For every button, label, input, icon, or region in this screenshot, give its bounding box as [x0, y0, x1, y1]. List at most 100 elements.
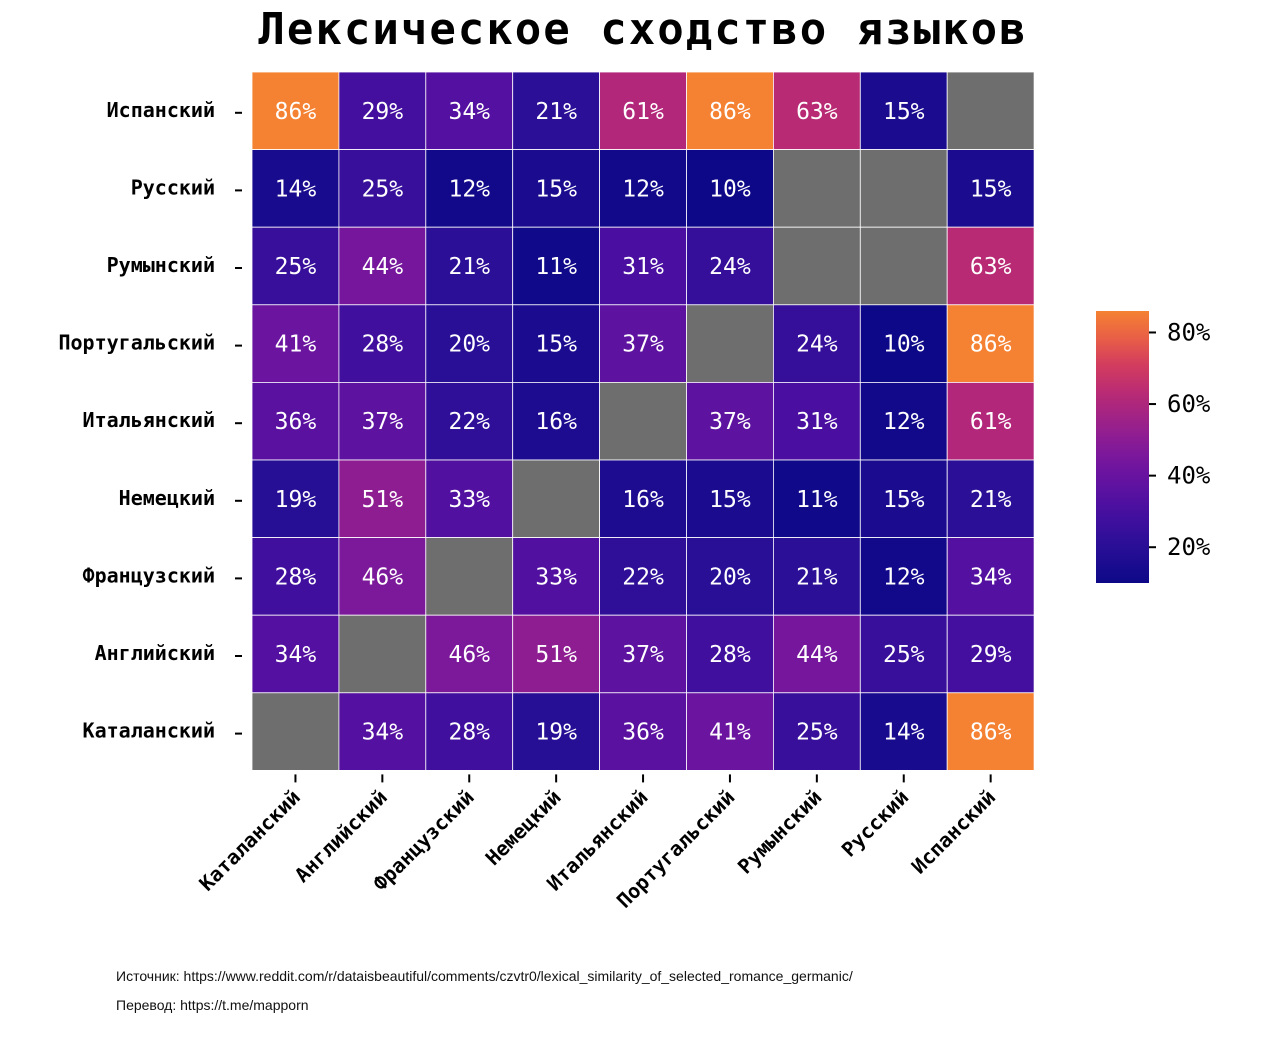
heatmap-cell [859, 304, 948, 383]
heatmap-cell [512, 537, 601, 616]
cell-value-label: 28% [448, 720, 490, 746]
heatmap-cell [946, 537, 1035, 616]
cell-value-label: 31% [796, 409, 838, 435]
colorbar-gradient [1096, 311, 1149, 583]
heatmap-cell [859, 381, 948, 461]
translation-note: Перевод: https://t.me/mapporn [116, 997, 309, 1013]
heatmap-cell [599, 226, 687, 306]
cell-value-label: 12% [883, 409, 925, 435]
heatmap-cell [338, 459, 427, 538]
heatmap-cell [512, 614, 601, 694]
cell-value-label: 15% [970, 176, 1012, 202]
cell-value-label: 21% [535, 99, 577, 125]
heatmap-cell [251, 71, 340, 150]
heatmap-cell [946, 614, 1035, 694]
cell-value-label: 36% [622, 720, 664, 746]
cell-value-label: 19% [535, 720, 577, 746]
cell-value-label: 34% [275, 642, 317, 668]
heatmap-cell [251, 381, 340, 461]
heatmap-cell [251, 537, 340, 616]
cell-value-label: 44% [362, 254, 404, 280]
cell-value-label: 24% [709, 254, 751, 280]
heatmap-cell [512, 459, 601, 538]
cell-value-label: 14% [883, 720, 925, 746]
heatmap-cell [859, 226, 948, 306]
cell-value-label: 22% [448, 409, 490, 435]
x-tick-label: Немецкий [481, 785, 566, 870]
heatmap-cell [338, 71, 427, 150]
y-tick-label: Каталанский [83, 719, 215, 743]
heatmap-cell [251, 692, 340, 771]
cell-value-label: 63% [796, 99, 838, 125]
heatmap-cell [859, 149, 948, 228]
cell-value-label: 37% [709, 409, 751, 435]
y-tick-label: Португальский [58, 331, 215, 355]
cell-value-label: 25% [883, 642, 925, 668]
cell-value-label: 21% [448, 254, 490, 280]
cell-value-label: 28% [275, 564, 317, 590]
heatmap-cell [773, 149, 861, 228]
cell-value-label: 16% [535, 409, 577, 435]
x-tick-label: Каталанский [194, 785, 305, 896]
heatmap-cell [686, 71, 774, 150]
heatmap-cell [599, 71, 687, 150]
cell-value-label: 46% [362, 564, 404, 590]
cell-value-label: 36% [275, 409, 317, 435]
cell-value-label: 37% [362, 409, 404, 435]
cell-value-label: 15% [535, 176, 577, 202]
cell-value-label: 24% [796, 332, 838, 358]
heatmap-cell [686, 537, 774, 616]
cell-value-label: 51% [535, 642, 577, 668]
y-tick-label: Французский [83, 563, 215, 587]
heatmap-cell [338, 149, 427, 228]
heatmap-cell [599, 459, 687, 538]
colorbar-tick-label: 40% [1167, 462, 1211, 490]
cell-value-label: 29% [362, 99, 404, 125]
cell-value-label: 15% [883, 487, 925, 513]
cell-value-label: 12% [883, 564, 925, 590]
cell-value-label: 19% [275, 487, 317, 513]
heatmap-cell [512, 149, 601, 228]
x-tick-label: Испанский [907, 785, 1001, 879]
heatmap-cell [599, 149, 687, 228]
source-note: Источник: https://www.reddit.com/r/datai… [116, 968, 853, 984]
heatmap-cell [773, 692, 861, 771]
heatmap-cell [686, 149, 774, 228]
cell-value-label: 44% [796, 642, 838, 668]
chart-title: Лексическое сходство языков [258, 4, 1027, 55]
heatmap-cell [425, 226, 514, 306]
heatmap-cell [599, 537, 687, 616]
cell-value-label: 28% [709, 642, 751, 668]
y-tick-label: Итальянский [83, 408, 215, 432]
heatmap-cell [946, 381, 1035, 461]
cell-value-label: 29% [970, 642, 1012, 668]
cell-value-label: 86% [709, 99, 751, 125]
cell-value-label: 61% [970, 409, 1012, 435]
heatmap-cell [859, 459, 948, 538]
heatmap-cell [425, 614, 514, 694]
heatmap-cell [425, 71, 514, 150]
cell-value-label: 21% [796, 564, 838, 590]
y-axis-labels: Испанский Русский Румынский Португальский Ит… [58, 98, 242, 743]
heatmap-cell [338, 226, 427, 306]
heatmap-cell [251, 304, 340, 383]
heatmap-cell [686, 459, 774, 538]
heatmap-cell [512, 71, 601, 150]
cell-value-label: 22% [622, 564, 664, 590]
heatmap-cell [512, 226, 601, 306]
heatmap-cell [859, 71, 948, 150]
cell-value-label: 61% [622, 99, 664, 125]
cell-value-label: 20% [448, 332, 490, 358]
heatmap-cell [859, 537, 948, 616]
cell-value-label: 25% [796, 720, 838, 746]
colorbar-tick-label: 60% [1167, 390, 1211, 418]
cell-value-label: 34% [970, 564, 1012, 590]
cell-value-label: 86% [970, 332, 1012, 358]
heatmap-cell [686, 304, 774, 383]
cell-value-label: 86% [275, 99, 317, 125]
heatmap-cell [425, 692, 514, 771]
heatmap-cell [686, 614, 774, 694]
cell-value-label: 11% [535, 254, 577, 280]
cell-value-label: 12% [622, 176, 664, 202]
